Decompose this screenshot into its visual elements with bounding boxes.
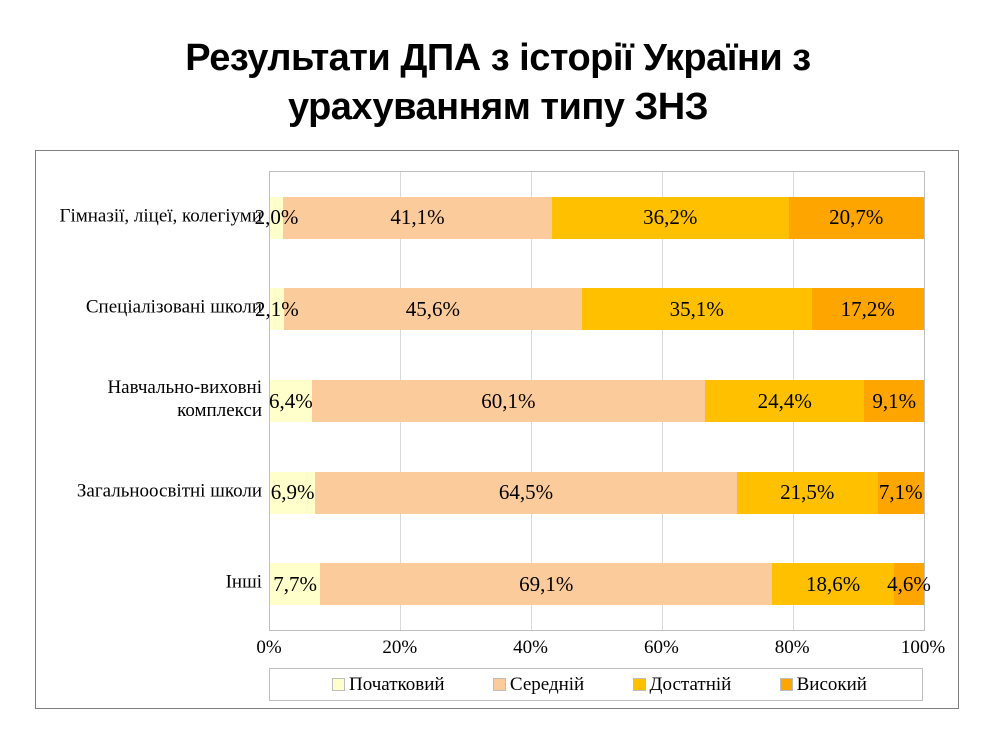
bar-segment-label: 6,4% xyxy=(269,388,313,413)
bar-segment-label: 24,4% xyxy=(757,388,812,413)
x-tick-label: 20% xyxy=(382,637,418,658)
bar-segment: 24,4% xyxy=(704,380,865,422)
chart-title-wrapper: Результати ДПА з історії України з ураху… xyxy=(0,34,996,131)
legend-item: Початковий xyxy=(332,674,445,696)
category-label: Загальноосвітні школи xyxy=(76,480,262,502)
legend-swatch-icon xyxy=(332,678,345,691)
bar-segment-label: 7,7% xyxy=(273,571,318,596)
legend-label: Середній xyxy=(509,673,585,695)
x-tick-label: 60% xyxy=(643,637,679,658)
x-tick-label: 80% xyxy=(774,637,810,658)
legend-item: Достатній xyxy=(632,673,732,696)
bar-segment-label: 4,6% xyxy=(887,571,931,596)
plot-area: 2,0% 41,1% 36,2% 20,7% 2,1% 45,6% 35,1% 17,2% 6,… xyxy=(255,171,931,631)
bar-segment: 69,1% xyxy=(320,563,773,606)
bar-segment-label: 64,5% xyxy=(498,480,554,505)
bar-segment: 41,1% xyxy=(283,196,552,239)
bar-segment-label: 18,6% xyxy=(805,571,861,596)
bar-segment-label: 21,5% xyxy=(780,480,835,505)
table-row: 6,9% 64,5% 21,5% 7,1% xyxy=(270,471,924,514)
bar-segment: 6,9% xyxy=(270,471,316,514)
category-label: Навчально-виховні комплекси xyxy=(107,377,262,421)
bar-segment: 9,1% xyxy=(864,380,924,422)
legend-label: Початковий xyxy=(349,673,445,695)
x-tick-label: 40% xyxy=(513,637,549,658)
bar-segment-label: 41,1% xyxy=(390,205,445,230)
table-row: 2,0% 41,1% 36,2% 20,7% xyxy=(255,196,924,239)
bar-segment: 7,7% xyxy=(270,563,321,606)
bar-segment-label: 45,6% xyxy=(405,296,460,321)
bar-segment-label: 20,7% xyxy=(829,205,884,230)
bar-segment: 20,7% xyxy=(788,196,924,239)
category-label: Інші xyxy=(225,571,262,593)
chart-area: Гімназії, ліцеї, колегіуми Спеціалізовані… xyxy=(35,150,959,709)
legend: Початковий Середній Достатній Високий xyxy=(269,668,923,701)
bar-segment: 6,4% xyxy=(269,380,313,422)
legend-item: Високий xyxy=(779,673,867,696)
x-tick-label: 0% xyxy=(256,637,282,658)
bar-segment-label: 60,1% xyxy=(481,388,536,413)
legend-swatch-icon xyxy=(632,678,646,691)
bar-segment: 2,0% xyxy=(255,196,298,239)
bar-segment-label: 17,2% xyxy=(840,296,895,321)
y-axis-labels: Гімназії, ліцеї, колегіуми Спеціалізовані… xyxy=(40,171,262,629)
bar-segment: 36,2% xyxy=(551,196,789,239)
bar-segment-label: 69,1% xyxy=(519,571,574,596)
bar-segment: 21,5% xyxy=(736,471,878,514)
bar-segment: 45,6% xyxy=(283,288,582,331)
bar-segment: 60,1% xyxy=(311,380,705,422)
category-label: Гімназії, ліцеї, колегіуми xyxy=(59,205,262,227)
bar-segment: 18,6% xyxy=(772,563,894,606)
bar-segment: 64,5% xyxy=(315,471,737,514)
bar-segment: 4,6% xyxy=(887,563,931,606)
bar-segment-label: 2,0% xyxy=(254,205,299,230)
legend-label: Високий xyxy=(796,673,867,695)
legend-swatch-icon xyxy=(779,678,793,691)
legend-swatch-icon xyxy=(492,678,506,691)
bar-segment: 2,1% xyxy=(255,288,299,331)
bar-segment-label: 2,1% xyxy=(254,296,299,321)
x-tick-label: 100% xyxy=(900,637,946,658)
bar-segment: 35,1% xyxy=(581,288,812,331)
legend-label: Достатній xyxy=(649,673,732,695)
bar-segment: 17,2% xyxy=(811,288,924,331)
bar-segment-label: 36,2% xyxy=(643,205,698,230)
x-axis-labels: 0% 20% 40% 60% 80% 100% xyxy=(256,637,945,663)
table-row: 2,1% 45,6% 35,1% 17,2% xyxy=(255,288,924,331)
table-row: 7,7% 69,1% 18,6% 4,6% xyxy=(270,563,931,606)
bar-segment-label: 9,1% xyxy=(872,388,917,413)
legend-item: Середній xyxy=(492,673,585,696)
bar-segment: 7,1% xyxy=(877,471,924,514)
bar-segment-label: 7,1% xyxy=(878,480,923,505)
bar-segment-label: 6,9% xyxy=(270,480,315,505)
chart-title: Результати ДПА з історії України з ураху… xyxy=(185,37,811,128)
bar-segment-label: 35,1% xyxy=(669,296,724,321)
category-label: Спеціалізовані школи xyxy=(85,296,262,318)
table-row: 6,4% 60,1% 24,4% 9,1% xyxy=(269,380,924,422)
